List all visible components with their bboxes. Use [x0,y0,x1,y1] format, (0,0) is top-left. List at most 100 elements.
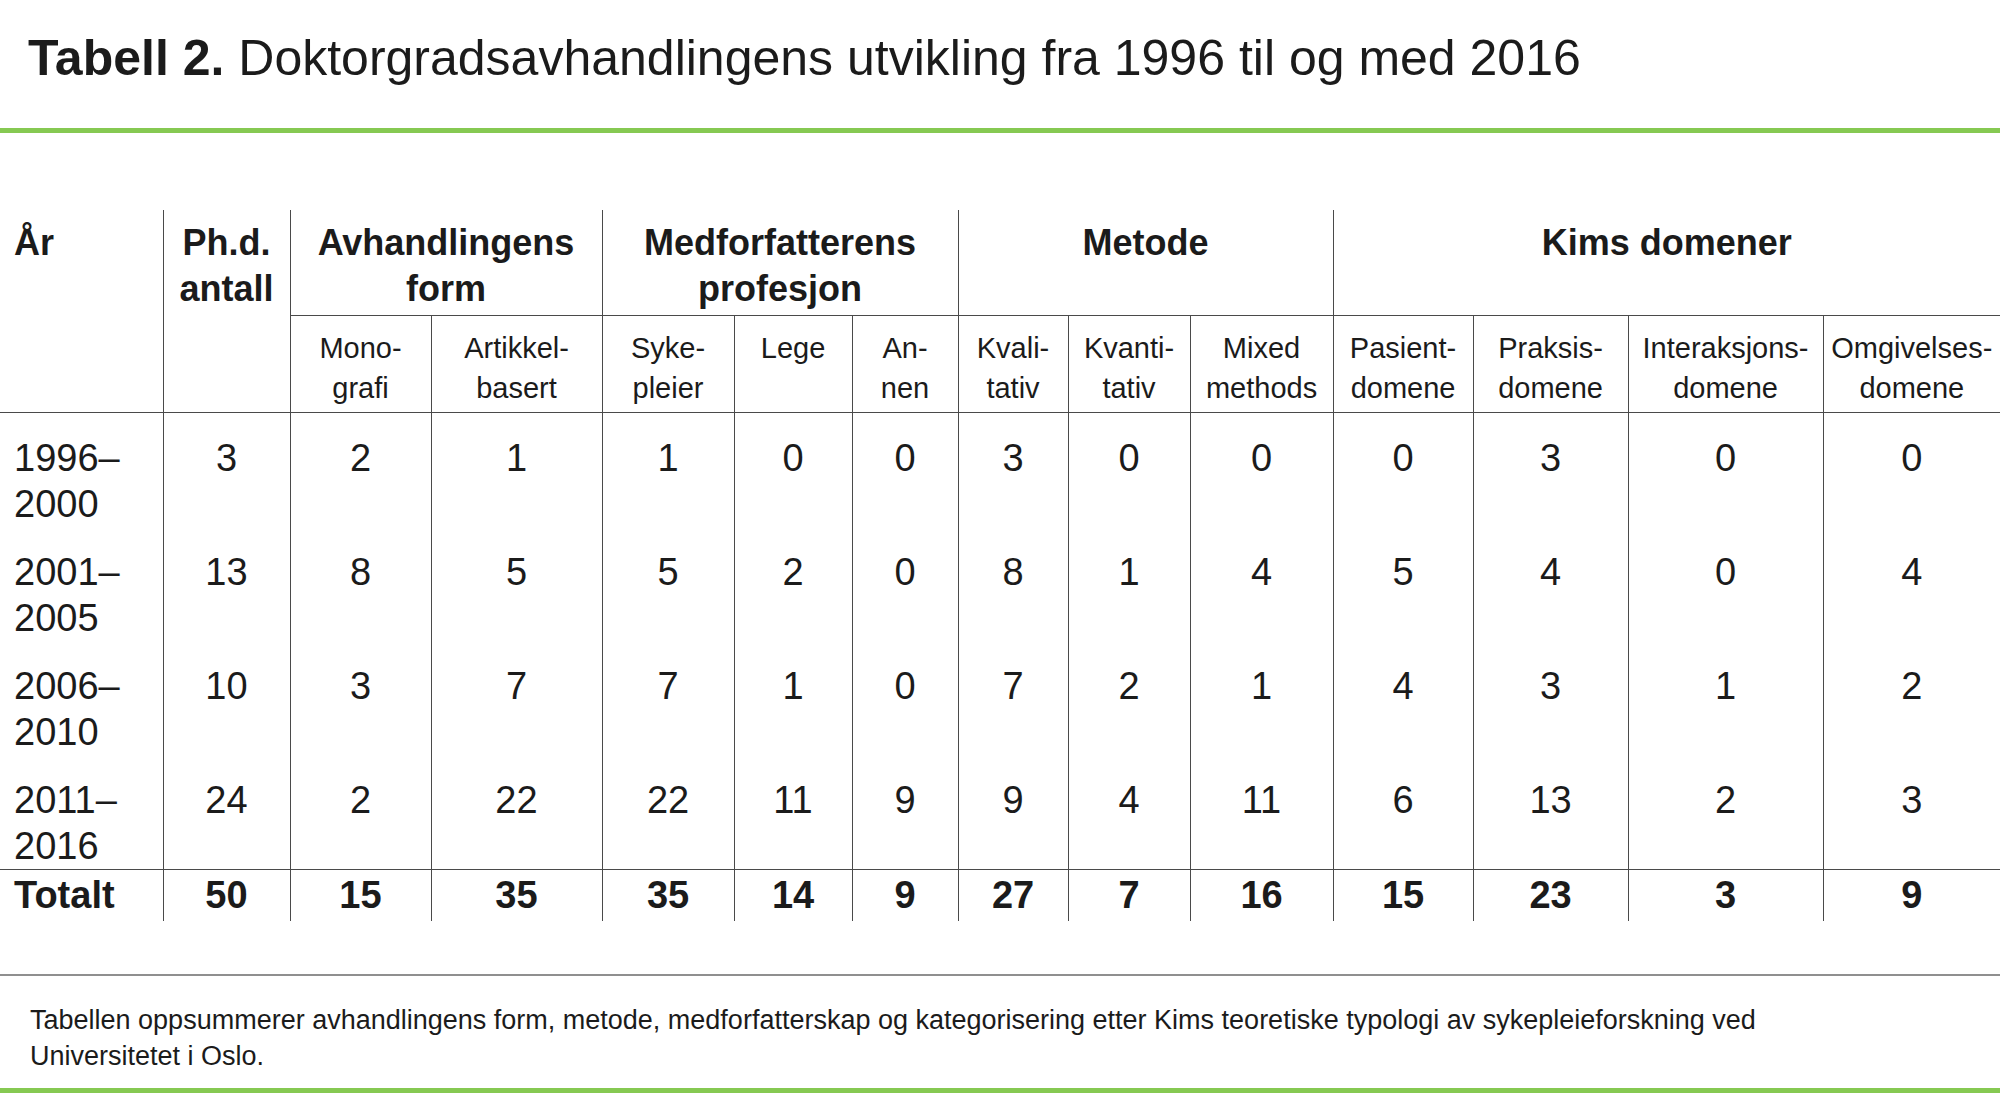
year-cell: 2001– 2005 [0,527,163,641]
total-cell: 50 [163,869,290,921]
table-cell: 1 [602,412,734,527]
bottom-accent-divider [0,1088,2000,1093]
table-cell: 6 [1333,755,1473,870]
header-group-metode: Metode [958,210,1333,315]
table-cell: 11 [1190,755,1333,870]
table-cell: 0 [734,412,852,527]
table-cell: 0 [1333,412,1473,527]
table-cell: 5 [1333,527,1473,641]
table-cell: 13 [163,527,290,641]
total-cell: 15 [290,869,431,921]
table-cell: 8 [958,527,1068,641]
table-cell: 13 [1473,755,1628,870]
total-cell: 14 [734,869,852,921]
table-title-text: Doktorgradsavhandlingens utvikling fra 1… [224,30,1580,86]
year-cell: 2006– 2010 [0,641,163,755]
top-accent-divider [0,128,2000,133]
subheader-pasientdomene: Pasient- domene [1333,315,1473,412]
table-cell: 2 [290,755,431,870]
table-cell: 9 [958,755,1068,870]
subheader-row: Mono- grafi Artikkel- basert Syke- pleie… [0,315,2000,412]
table-cell: 4 [1190,527,1333,641]
table-cell: 11 [734,755,852,870]
table-cell: 2 [290,412,431,527]
header-year: År [0,210,163,412]
table-cell: 7 [431,641,602,755]
table-cell: 3 [163,412,290,527]
table-footnote: Tabellen oppsummerer avhandlingens form,… [30,1002,1950,1074]
year-cell: 2011– 2016 [0,755,163,870]
table-cell: 3 [1473,412,1628,527]
table-cell: 7 [958,641,1068,755]
table-row-2001-2005: 2001– 2005 13 8 5 5 2 0 8 1 4 5 4 0 4 [0,527,2000,641]
table-cell: 7 [602,641,734,755]
table-cell: 22 [431,755,602,870]
subheader-praksisdomene: Praksis- domene [1473,315,1628,412]
table-cell: 8 [290,527,431,641]
subheader-interaksjonsdomene: Interaksjons- domene [1628,315,1823,412]
table-cell: 4 [1823,527,2000,641]
table-cell: 10 [163,641,290,755]
subheader-kvalitativ: Kvali- tativ [958,315,1068,412]
table-cell: 2 [1068,641,1190,755]
table-cell: 2 [1628,755,1823,870]
table-cell: 0 [852,641,958,755]
total-cell: 9 [852,869,958,921]
subheader-monografi: Mono- grafi [290,315,431,412]
table-cell: 4 [1068,755,1190,870]
table-cell: 0 [852,527,958,641]
subheader-sykepleier: Syke- pleier [602,315,734,412]
table-cell: 4 [1473,527,1628,641]
header-group-row: År Ph.d. antall Avhandlingens form Medfo… [0,210,2000,315]
total-cell: 27 [958,869,1068,921]
subheader-artikkelbasert: Artikkel- basert [431,315,602,412]
total-cell: 3 [1628,869,1823,921]
table-cell: 3 [1473,641,1628,755]
subheader-lege: Lege [734,315,852,412]
data-table: År Ph.d. antall Avhandlingens form Medfo… [0,210,2000,921]
total-label: Totalt [0,869,163,921]
year-cell: 1996– 2000 [0,412,163,527]
table-row-2011-2016: 2011– 2016 24 2 22 22 11 9 9 4 11 6 13 2… [0,755,2000,870]
table-cell: 0 [1068,412,1190,527]
header-group-profesjon: Medforfatterens profesjon [602,210,958,315]
table-cell: 5 [602,527,734,641]
header-group-kims-domener: Kims domener [1333,210,2000,315]
total-cell: 7 [1068,869,1190,921]
subheader-mixed-methods: Mixed methods [1190,315,1333,412]
subheader-kvantitativ: Kvanti- tativ [1068,315,1190,412]
table-cell: 2 [1823,641,2000,755]
table-cell: 2 [734,527,852,641]
table-cell: 1 [1190,641,1333,755]
page-title: Tabell 2. Doktorgradsavhandlingens utvik… [28,30,2000,86]
total-cell: 15 [1333,869,1473,921]
table-cell: 0 [1190,412,1333,527]
total-cell: 9 [1823,869,2000,921]
table-cell: 3 [1823,755,2000,870]
document-page: Tabell 2. Doktorgradsavhandlingens utvik… [0,30,2000,1110]
table-cell: 22 [602,755,734,870]
header-group-form: Avhandlingens form [290,210,602,315]
table-cell: 1 [1068,527,1190,641]
header-phd-count: Ph.d. antall [163,210,290,412]
table-total-row: Totalt 50 15 35 35 14 9 27 7 16 15 23 3 … [0,869,2000,921]
subheader-annen: An- nen [852,315,958,412]
table-cell: 1 [734,641,852,755]
table-cell: 1 [1628,641,1823,755]
table-cell: 3 [958,412,1068,527]
table-cell: 0 [1628,412,1823,527]
total-cell: 16 [1190,869,1333,921]
table-cell: 0 [852,412,958,527]
table-cell: 5 [431,527,602,641]
total-cell: 23 [1473,869,1628,921]
table-row-1996-2000: 1996– 2000 3 2 1 1 0 0 3 0 0 0 3 0 0 [0,412,2000,527]
table-cell: 9 [852,755,958,870]
total-cell: 35 [602,869,734,921]
table-cell: 4 [1333,641,1473,755]
footnote-divider [0,974,2000,976]
table-row-2006-2010: 2006– 2010 10 3 7 7 1 0 7 2 1 4 3 1 2 [0,641,2000,755]
total-cell: 35 [431,869,602,921]
table-cell: 3 [290,641,431,755]
subheader-omgivelsesdomene: Omgivelses- domene [1823,315,2000,412]
table-cell: 24 [163,755,290,870]
